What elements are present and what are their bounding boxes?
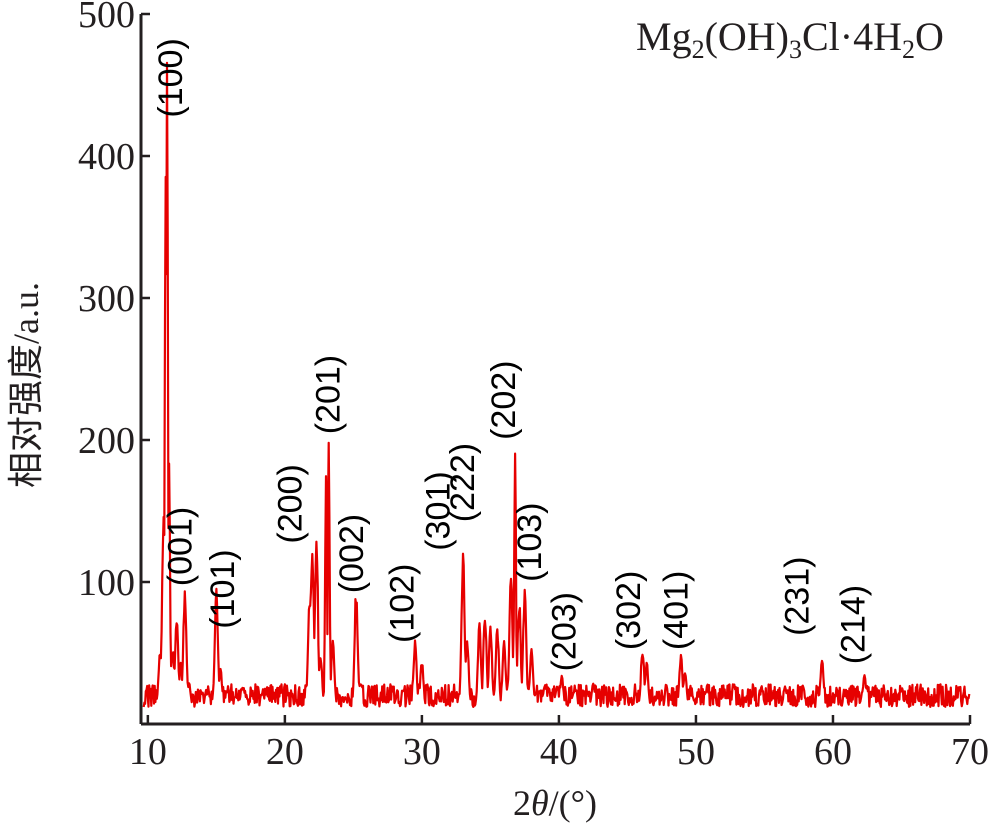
peak-label: (222) <box>444 443 482 522</box>
x-tick-label: 20 <box>266 731 304 773</box>
x-tick-label: 30 <box>403 731 441 773</box>
peak-label: (002) <box>333 514 371 593</box>
peak-label: (101) <box>204 549 242 628</box>
peak-label: (214) <box>835 585 873 664</box>
peak-label: (201) <box>310 355 348 434</box>
x-tick-label: 40 <box>540 731 578 773</box>
peak-label: (100) <box>152 38 190 117</box>
y-axis-ticks: 100 200 300 400 500 <box>78 0 150 604</box>
peak-label: (102) <box>384 564 422 643</box>
peak-label: (001) <box>162 507 200 586</box>
x-tick-label: 70 <box>951 731 989 773</box>
series-line <box>142 61 971 708</box>
peak-label: (301) <box>419 471 457 550</box>
peak-label: (202) <box>485 361 523 440</box>
peak-label: (200) <box>271 464 309 543</box>
y-tick-label: 200 <box>78 420 135 462</box>
x-axis-ticks: 10 20 30 40 50 60 70 <box>129 715 989 773</box>
peak-label: (401) <box>658 571 696 650</box>
y-tick-label: 100 <box>78 562 135 604</box>
x-tick-label: 50 <box>677 731 715 773</box>
peak-labels: (100) (001)(101) (200)(201) (002) (102) (301)… <box>152 38 872 671</box>
y-tick-label: 400 <box>78 136 135 178</box>
y-tick-label: 500 <box>78 0 135 36</box>
x-axis-title: 2θ/(°) <box>513 783 597 823</box>
peak-label: (103) <box>511 503 549 582</box>
formula-annotation: Mg2(OH)3Cl·4H2O <box>636 14 944 64</box>
peak-label: (203) <box>545 592 583 671</box>
x-tick-label: 60 <box>814 731 852 773</box>
y-axis-title: 相对强度/a.u. <box>6 282 46 488</box>
y-tick-label: 300 <box>78 278 135 320</box>
peak-label: (302) <box>610 571 648 650</box>
x-tick-label: 10 <box>129 731 167 773</box>
peak-label: (231) <box>778 557 816 636</box>
